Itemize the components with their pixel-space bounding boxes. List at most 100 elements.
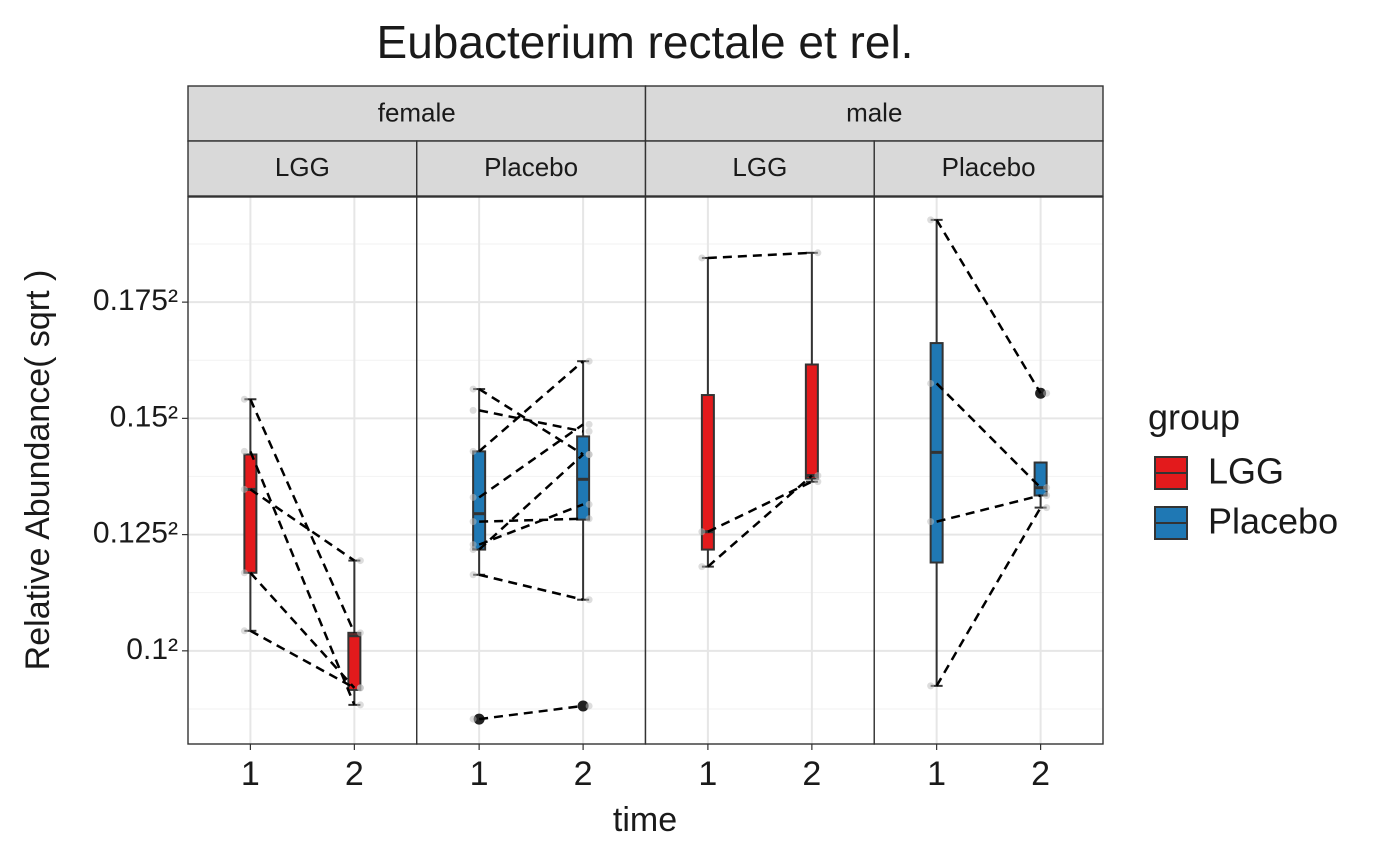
subject-point <box>585 420 593 428</box>
subject-line <box>707 474 813 568</box>
panel-border <box>873 196 1104 745</box>
subject-point <box>585 357 593 365</box>
subject-line <box>478 360 584 453</box>
x-tick-label: 1 <box>241 755 260 793</box>
legend-label: LGG <box>1208 451 1284 492</box>
subject-line <box>249 629 355 689</box>
y-axis-label: Relative Abundance( sqrt ) <box>19 270 57 671</box>
subject-point <box>927 216 935 224</box>
subject-line <box>249 398 356 634</box>
strip-top <box>187 85 647 142</box>
subject-point <box>927 379 935 387</box>
strip-label: male <box>846 97 902 127</box>
subject-point <box>585 450 593 458</box>
x-tick-label: 1 <box>927 755 946 793</box>
subject-point <box>814 472 822 480</box>
subject-line <box>478 423 584 499</box>
subject-line <box>478 409 584 433</box>
subject-point <box>927 682 935 690</box>
subject-point <box>698 563 706 571</box>
x-tick-label: 2 <box>574 755 593 793</box>
subject-point <box>469 406 477 414</box>
panel-bg <box>188 197 417 744</box>
subject-line <box>935 219 1042 394</box>
strip-label: LGG <box>732 152 787 182</box>
subject-point <box>469 546 477 554</box>
strip-label: LGG <box>275 152 330 182</box>
subject-point <box>1043 484 1051 492</box>
subject-point <box>356 684 364 692</box>
strip <box>416 140 647 197</box>
subject-point <box>1043 504 1051 512</box>
subject-point <box>469 571 477 579</box>
subject-point <box>356 701 364 709</box>
x-tick-label: 1 <box>470 755 489 793</box>
strip <box>644 140 875 197</box>
y-tick-label: 0.1² <box>126 633 178 666</box>
subject-line <box>478 453 584 551</box>
legend-label: Placebo <box>1208 501 1338 542</box>
subject-point <box>469 715 477 723</box>
chart-title: Eubacterium rectale et rel. <box>377 16 914 68</box>
x-tick-label: 2 <box>1031 755 1050 793</box>
subject-line <box>478 503 584 546</box>
legend-title: group <box>1148 397 1240 438</box>
box <box>243 453 258 574</box>
subject-point <box>469 447 477 455</box>
subject-point <box>240 447 248 455</box>
subject-point <box>698 528 706 536</box>
y-tick-label: 0.15² <box>110 400 178 433</box>
subject-point <box>698 254 706 262</box>
outlier <box>577 700 589 712</box>
subject-line <box>707 251 812 260</box>
box <box>347 631 362 691</box>
subject-line <box>936 494 1041 523</box>
subject-line <box>249 571 356 689</box>
subject-point <box>240 485 248 493</box>
subject-point <box>469 385 477 393</box>
panel-bg <box>416 197 646 744</box>
strip <box>873 140 1104 197</box>
panel-bg <box>645 197 875 744</box>
subject-point <box>814 249 822 257</box>
subject-point <box>240 569 248 577</box>
subject-point <box>469 518 477 526</box>
subject-point <box>1043 491 1051 499</box>
subject-point <box>585 427 593 435</box>
strip-label: female <box>378 97 456 127</box>
panel-bg <box>874 197 1103 744</box>
subject-line <box>478 573 584 601</box>
subject-point <box>240 627 248 635</box>
subject-line <box>479 517 584 523</box>
y-tick-label: 0.125² <box>93 517 178 550</box>
subject-line <box>249 450 356 706</box>
x-tick-label: 2 <box>345 755 364 793</box>
x-axis-label: time <box>613 801 677 839</box>
y-tick-label: 0.175² <box>93 284 178 317</box>
subject-line <box>935 382 1042 489</box>
subject-point <box>585 500 593 508</box>
subject-line <box>707 480 813 533</box>
subject-point <box>1043 389 1051 397</box>
subject-point <box>814 478 822 486</box>
subject-point <box>585 596 593 604</box>
x-tick-label: 2 <box>802 755 821 793</box>
box <box>700 394 715 551</box>
subject-point <box>356 629 364 637</box>
box <box>472 450 487 551</box>
subject-point <box>585 515 593 523</box>
strip-label: Placebo <box>484 152 578 182</box>
box <box>804 363 819 480</box>
subject-point <box>927 518 935 526</box>
subject-point <box>469 493 477 501</box>
subject-line <box>935 506 1042 687</box>
subject-line <box>249 488 356 562</box>
strip-label: Placebo <box>942 152 1036 182</box>
strip <box>187 140 418 197</box>
subject-point <box>585 702 593 710</box>
subject-line <box>478 704 584 721</box>
x-tick-label: 1 <box>698 755 717 793</box>
subject-point <box>469 541 477 549</box>
